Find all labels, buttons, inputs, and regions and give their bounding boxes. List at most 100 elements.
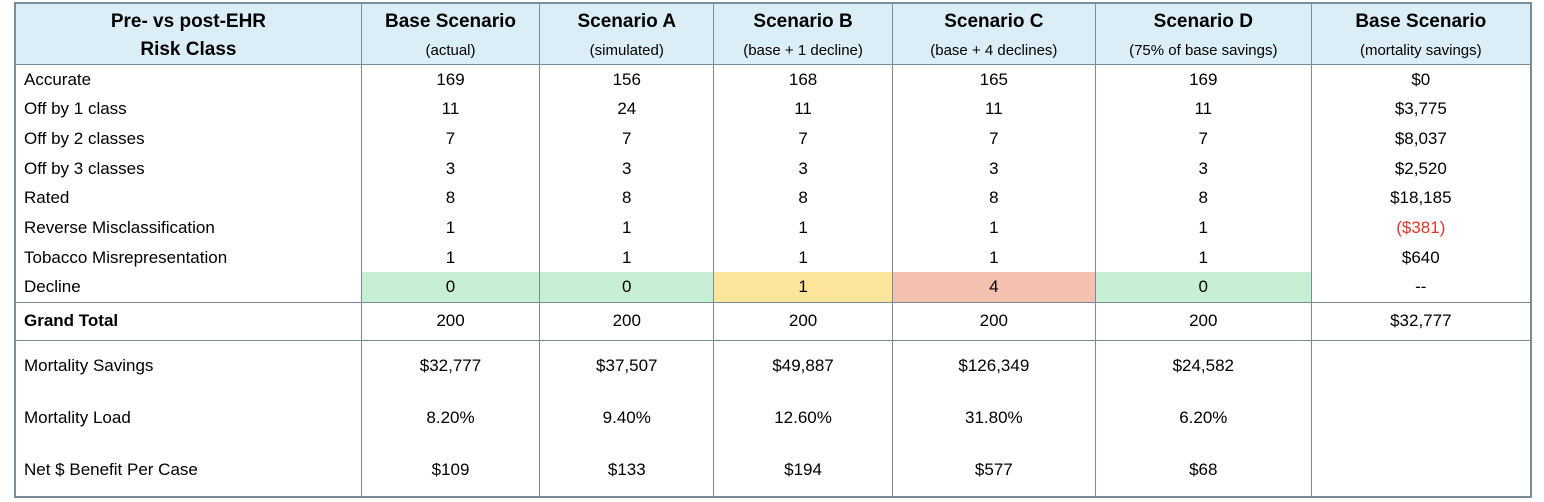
table-row: Rated 8 8 8 8 8 $18,185 <box>14 183 1532 214</box>
header-base-scenario-note: (actual) <box>360 36 541 65</box>
header-risk-class-subtitle: Risk Class <box>14 36 362 65</box>
header-row-1: Pre- vs post-EHR Base Scenario Scenario … <box>14 3 1532 36</box>
cell-value: 8.20% <box>360 392 541 445</box>
cell-savings: $640 <box>1310 242 1532 273</box>
cell-value: 3 <box>713 153 893 184</box>
row-label: Accurate <box>14 64 362 95</box>
row-label: Off by 3 classes <box>14 153 362 184</box>
row-label: Off by 2 classes <box>14 124 362 154</box>
cell-value: 1 <box>891 213 1096 243</box>
cell-value: 8 <box>713 183 893 214</box>
header-scenario-c-note: (base + 4 declines) <box>891 36 1096 65</box>
cell-value-salmon: 4 <box>891 272 1096 304</box>
cell-value: 169 <box>1094 64 1312 95</box>
header-scenario-a: Scenario A <box>539 3 715 36</box>
cell-value: 1 <box>360 242 541 273</box>
cell-value: $68 <box>1094 444 1312 497</box>
cell-empty <box>1310 340 1532 393</box>
cell-value: 1 <box>713 242 893 273</box>
row-label: Mortality Savings <box>14 340 362 393</box>
cell-value: 1 <box>1094 213 1312 243</box>
header-savings-note: (mortality savings) <box>1310 36 1532 65</box>
cell-empty <box>1310 392 1532 445</box>
table-body: Accurate 169 156 168 165 169 $0 Off by 1… <box>14 64 1532 497</box>
cell-value: 8 <box>891 183 1096 214</box>
cell-value: 156 <box>539 64 715 95</box>
cell-savings-negative: ($381) <box>1310 213 1532 243</box>
metric-row-mortality-savings: Mortality Savings $32,777 $37,507 $49,88… <box>14 340 1532 393</box>
cell-value: 8 <box>539 183 715 214</box>
cell-value: $24,582 <box>1094 340 1312 393</box>
cell-value-yellow: 1 <box>713 272 893 304</box>
cell-savings: $32,777 <box>1310 302 1532 341</box>
cell-savings: $8,037 <box>1310 124 1532 154</box>
cell-value: 31.80% <box>891 392 1096 445</box>
cell-value: 7 <box>1094 124 1312 154</box>
cell-value: 8 <box>360 183 541 214</box>
cell-value: 1 <box>891 242 1096 273</box>
cell-value: $126,349 <box>891 340 1096 393</box>
cell-value: 200 <box>539 302 715 341</box>
cell-value: $109 <box>360 444 541 497</box>
cell-value: 3 <box>1094 153 1312 184</box>
cell-value: 1 <box>539 242 715 273</box>
table-row: Off by 2 classes 7 7 7 7 7 $8,037 <box>14 124 1532 154</box>
table-header: Pre- vs post-EHR Base Scenario Scenario … <box>14 3 1532 65</box>
table-row: Accurate 169 156 168 165 169 $0 <box>14 64 1532 95</box>
table-row: Reverse Misclassification 1 1 1 1 1 ($38… <box>14 213 1532 243</box>
table-row: Off by 1 class 11 24 11 11 11 $3,775 <box>14 94 1532 125</box>
header-scenario-c: Scenario C <box>891 3 1096 36</box>
cell-value: 200 <box>1094 302 1312 341</box>
cell-value: 168 <box>713 64 893 95</box>
grand-total-row: Grand Total 200 200 200 200 200 $32,777 <box>14 302 1532 341</box>
cell-value: 24 <box>539 94 715 125</box>
cell-value: 165 <box>891 64 1096 95</box>
cell-value: $37,507 <box>539 340 715 393</box>
cell-value: 200 <box>360 302 541 341</box>
cell-value: 9.40% <box>539 392 715 445</box>
cell-value: 1 <box>360 213 541 243</box>
header-scenario-d: Scenario D <box>1094 3 1312 36</box>
cell-value: 1 <box>713 213 893 243</box>
header-risk-class-title: Pre- vs post-EHR <box>14 3 362 36</box>
row-label: Off by 1 class <box>14 94 362 125</box>
metric-row-mortality-load: Mortality Load 8.20% 9.40% 12.60% 31.80%… <box>14 392 1532 445</box>
header-row-2: Risk Class (actual) (simulated) (base + … <box>14 36 1532 65</box>
row-label: Reverse Misclassification <box>14 213 362 243</box>
row-label: Grand Total <box>14 302 362 341</box>
table-row: Off by 3 classes 3 3 3 3 3 $2,520 <box>14 153 1532 184</box>
cell-value: 3 <box>360 153 541 184</box>
header-scenario-d-note: (75% of base savings) <box>1094 36 1312 65</box>
cell-empty <box>1310 444 1532 497</box>
cell-value: 1 <box>1094 242 1312 273</box>
header-base-scenario-savings: Base Scenario <box>1310 3 1532 36</box>
cell-savings: -- <box>1310 272 1532 304</box>
cell-savings: $18,185 <box>1310 183 1532 214</box>
cell-value: $133 <box>539 444 715 497</box>
cell-value: 8 <box>1094 183 1312 214</box>
cell-value: 11 <box>1094 94 1312 125</box>
cell-value: 1 <box>539 213 715 243</box>
cell-savings: $2,520 <box>1310 153 1532 184</box>
header-scenario-b-note: (base + 1 decline) <box>713 36 893 65</box>
metric-row-net-benefit: Net $ Benefit Per Case $109 $133 $194 $5… <box>14 444 1532 497</box>
cell-value: $49,887 <box>713 340 893 393</box>
cell-value: 7 <box>360 124 541 154</box>
cell-value: 200 <box>891 302 1096 341</box>
cell-value: 200 <box>713 302 893 341</box>
cell-value: $194 <box>713 444 893 497</box>
row-label: Decline <box>14 272 362 304</box>
header-base-scenario: Base Scenario <box>360 3 541 36</box>
row-label: Tobacco Misrepresentation <box>14 242 362 273</box>
cell-value: 7 <box>891 124 1096 154</box>
cell-value: 3 <box>539 153 715 184</box>
cell-value-green: 0 <box>1094 272 1312 304</box>
header-scenario-a-note: (simulated) <box>539 36 715 65</box>
cell-value: 7 <box>713 124 893 154</box>
table-row: Tobacco Misrepresentation 1 1 1 1 1 $640 <box>14 242 1532 273</box>
row-label: Net $ Benefit Per Case <box>14 444 362 497</box>
cell-value: $577 <box>891 444 1096 497</box>
cell-value: $32,777 <box>360 340 541 393</box>
risk-class-table: Pre- vs post-EHR Base Scenario Scenario … <box>14 2 1532 498</box>
cell-value: 7 <box>539 124 715 154</box>
